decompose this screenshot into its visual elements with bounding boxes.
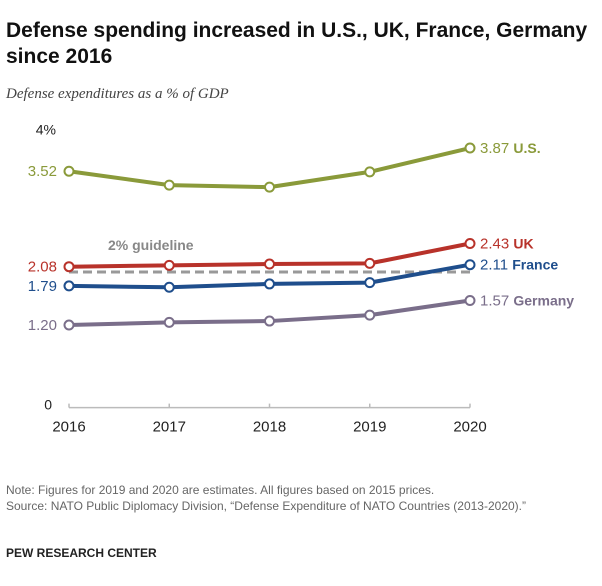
data-point-uk — [163, 259, 175, 271]
data-point-germany — [63, 319, 75, 331]
data-point-france — [163, 281, 175, 293]
start-label-uk: 2.08 — [28, 259, 57, 276]
source-text: Source: NATO Public Diplomacy Division, … — [6, 499, 527, 513]
start-label-us: 3.52 — [28, 163, 57, 180]
line-chart: 2016 2017 2018 2019 2020 0 4% 2% guideline 3.52 3… — [28, 121, 574, 436]
series-name-us: U.S. — [513, 140, 540, 156]
brand-label: PEW RESEARCH CENTER — [6, 546, 157, 560]
x-tick-label: 2016 — [52, 419, 85, 436]
start-label-germany: 1.20 — [28, 317, 57, 334]
series-name-uk: UK — [513, 235, 533, 251]
data-point-germany — [364, 309, 376, 321]
data-point-us — [264, 181, 275, 193]
y-tick-label: 4% — [36, 121, 56, 137]
data-point-germany — [464, 295, 476, 307]
note-text: Note: Figures for 2019 and 2020 are esti… — [6, 483, 435, 497]
end-label-germany: 1.57 Germany — [480, 293, 574, 310]
series-name-germany: Germany — [513, 293, 574, 309]
series-line-us — [68, 146, 471, 190]
data-point-uk — [464, 237, 476, 249]
data-point-us — [63, 165, 75, 177]
chart-note: Note: Figures for 2019 and 2020 are esti… — [6, 482, 596, 514]
y-tick-label: 0 — [44, 397, 52, 413]
x-tick-label: 2020 — [453, 419, 486, 436]
data-point-uk — [264, 258, 275, 270]
data-point-us — [364, 166, 376, 178]
data-point-uk — [364, 257, 376, 269]
data-point-france — [464, 259, 476, 271]
data-point-germany — [264, 315, 275, 327]
data-point-france — [63, 280, 75, 292]
data-point-france — [364, 277, 376, 289]
guideline-label: 2% guideline — [108, 237, 194, 253]
x-tick-label: 2018 — [253, 419, 286, 436]
series-name-france: France — [512, 257, 558, 273]
data-point-france — [264, 278, 275, 290]
data-point-us — [163, 179, 175, 191]
data-point-us — [464, 142, 476, 154]
x-tick-label: 2017 — [153, 419, 186, 436]
chart-subtitle: Defense expenditures as a % of GDP — [6, 86, 229, 102]
x-tick-label: 2019 — [353, 419, 386, 436]
start-label-france: 1.79 — [28, 278, 57, 295]
end-label-us: 3.87 U.S. — [480, 140, 541, 157]
data-point-germany — [163, 316, 175, 328]
chart-title: Defense spending increased in U.S., UK, … — [6, 19, 588, 68]
data-point-uk — [63, 261, 75, 273]
end-label-uk: 2.43 UK — [480, 235, 534, 252]
end-label-france: 2.11 France — [480, 257, 558, 274]
